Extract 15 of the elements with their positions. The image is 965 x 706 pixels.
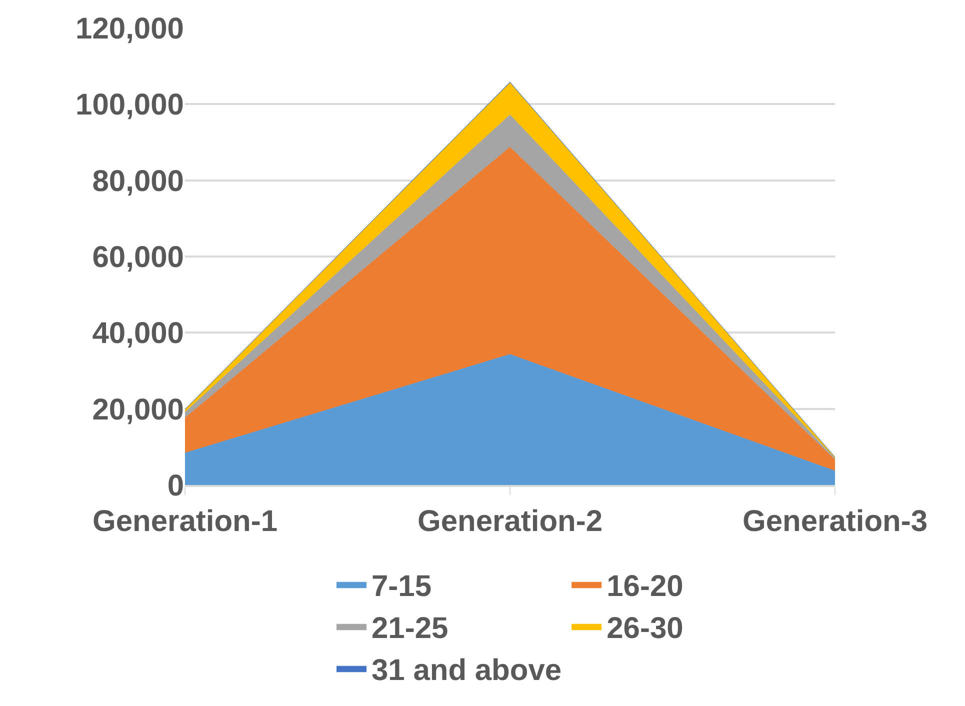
legend-label: 16-20 (606, 570, 684, 603)
legend-label: 21-25 (372, 612, 448, 645)
x-tick-label: Generation-3 (742, 505, 928, 538)
y-tick-label: 40,000 (92, 317, 184, 350)
y-tick-label: 120,000 (76, 12, 184, 46)
y-tick-label: 80,000 (92, 164, 184, 198)
y-tick-label: 60,000 (92, 241, 184, 274)
y-tick-label: 100,000 (76, 88, 184, 122)
y-tick-label: 20,000 (92, 393, 184, 426)
y-tick-label: 0 (167, 470, 184, 502)
x-tick-label: Generation-2 (417, 505, 603, 538)
legend-label: 7-15 (372, 570, 432, 603)
legend-label: 31 and above (372, 654, 562, 687)
x-tick-label: Generation-1 (92, 505, 278, 538)
legend-label: 26-30 (606, 612, 684, 645)
